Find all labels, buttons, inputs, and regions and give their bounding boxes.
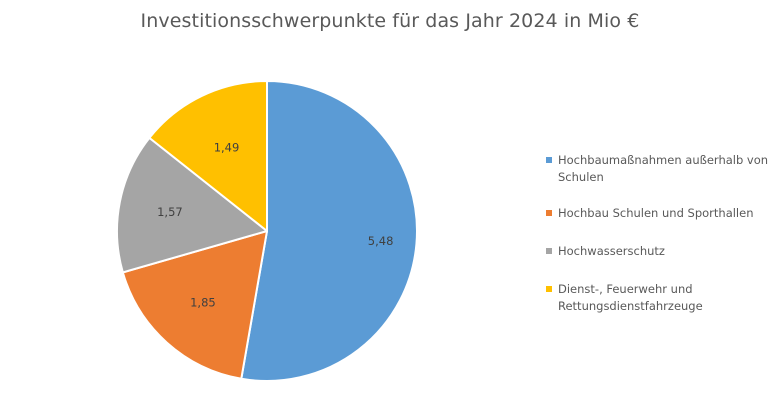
pie-slice [116,136,268,274]
legend-label: Hochwasserschutz [558,244,665,258]
legend-swatch [546,210,552,216]
legend-swatch [546,286,552,292]
legend-label: Hochbaumaßnahmen außerhalb von Schulen [558,153,769,184]
legend: Hochbaumaßnahmen außerhalb von Schulen H… [546,152,776,334]
legend-label: Dienst-, Feuerwehr und Rettungsdienstfah… [558,282,703,313]
data-label: 5,48 [368,234,394,248]
pie-slice [121,230,268,380]
legend-swatch [546,157,552,163]
data-label: 1,57 [157,205,183,219]
pie-slices [116,80,418,382]
legend-item: Hochbau Schulen und Sporthallen [546,205,776,222]
legend-item: Hochwasserschutz [546,243,776,260]
pie-slice [240,80,418,382]
legend-item: Hochbaumaßnahmen außerhalb von Schulen [546,152,776,186]
pie-slice [148,80,268,232]
legend-label: Hochbau Schulen und Sporthallen [558,206,754,220]
legend-swatch [546,248,552,254]
data-label: 1,49 [214,140,240,154]
chart-title: Investitionsschwerpunkte für das Jahr 20… [140,10,640,32]
legend-item: Dienst-, Feuerwehr und Rettungsdienstfah… [546,281,776,315]
pie-data-labels: 5,48 1,85 1,57 1,49 [157,140,393,309]
data-label: 1,85 [190,295,216,309]
